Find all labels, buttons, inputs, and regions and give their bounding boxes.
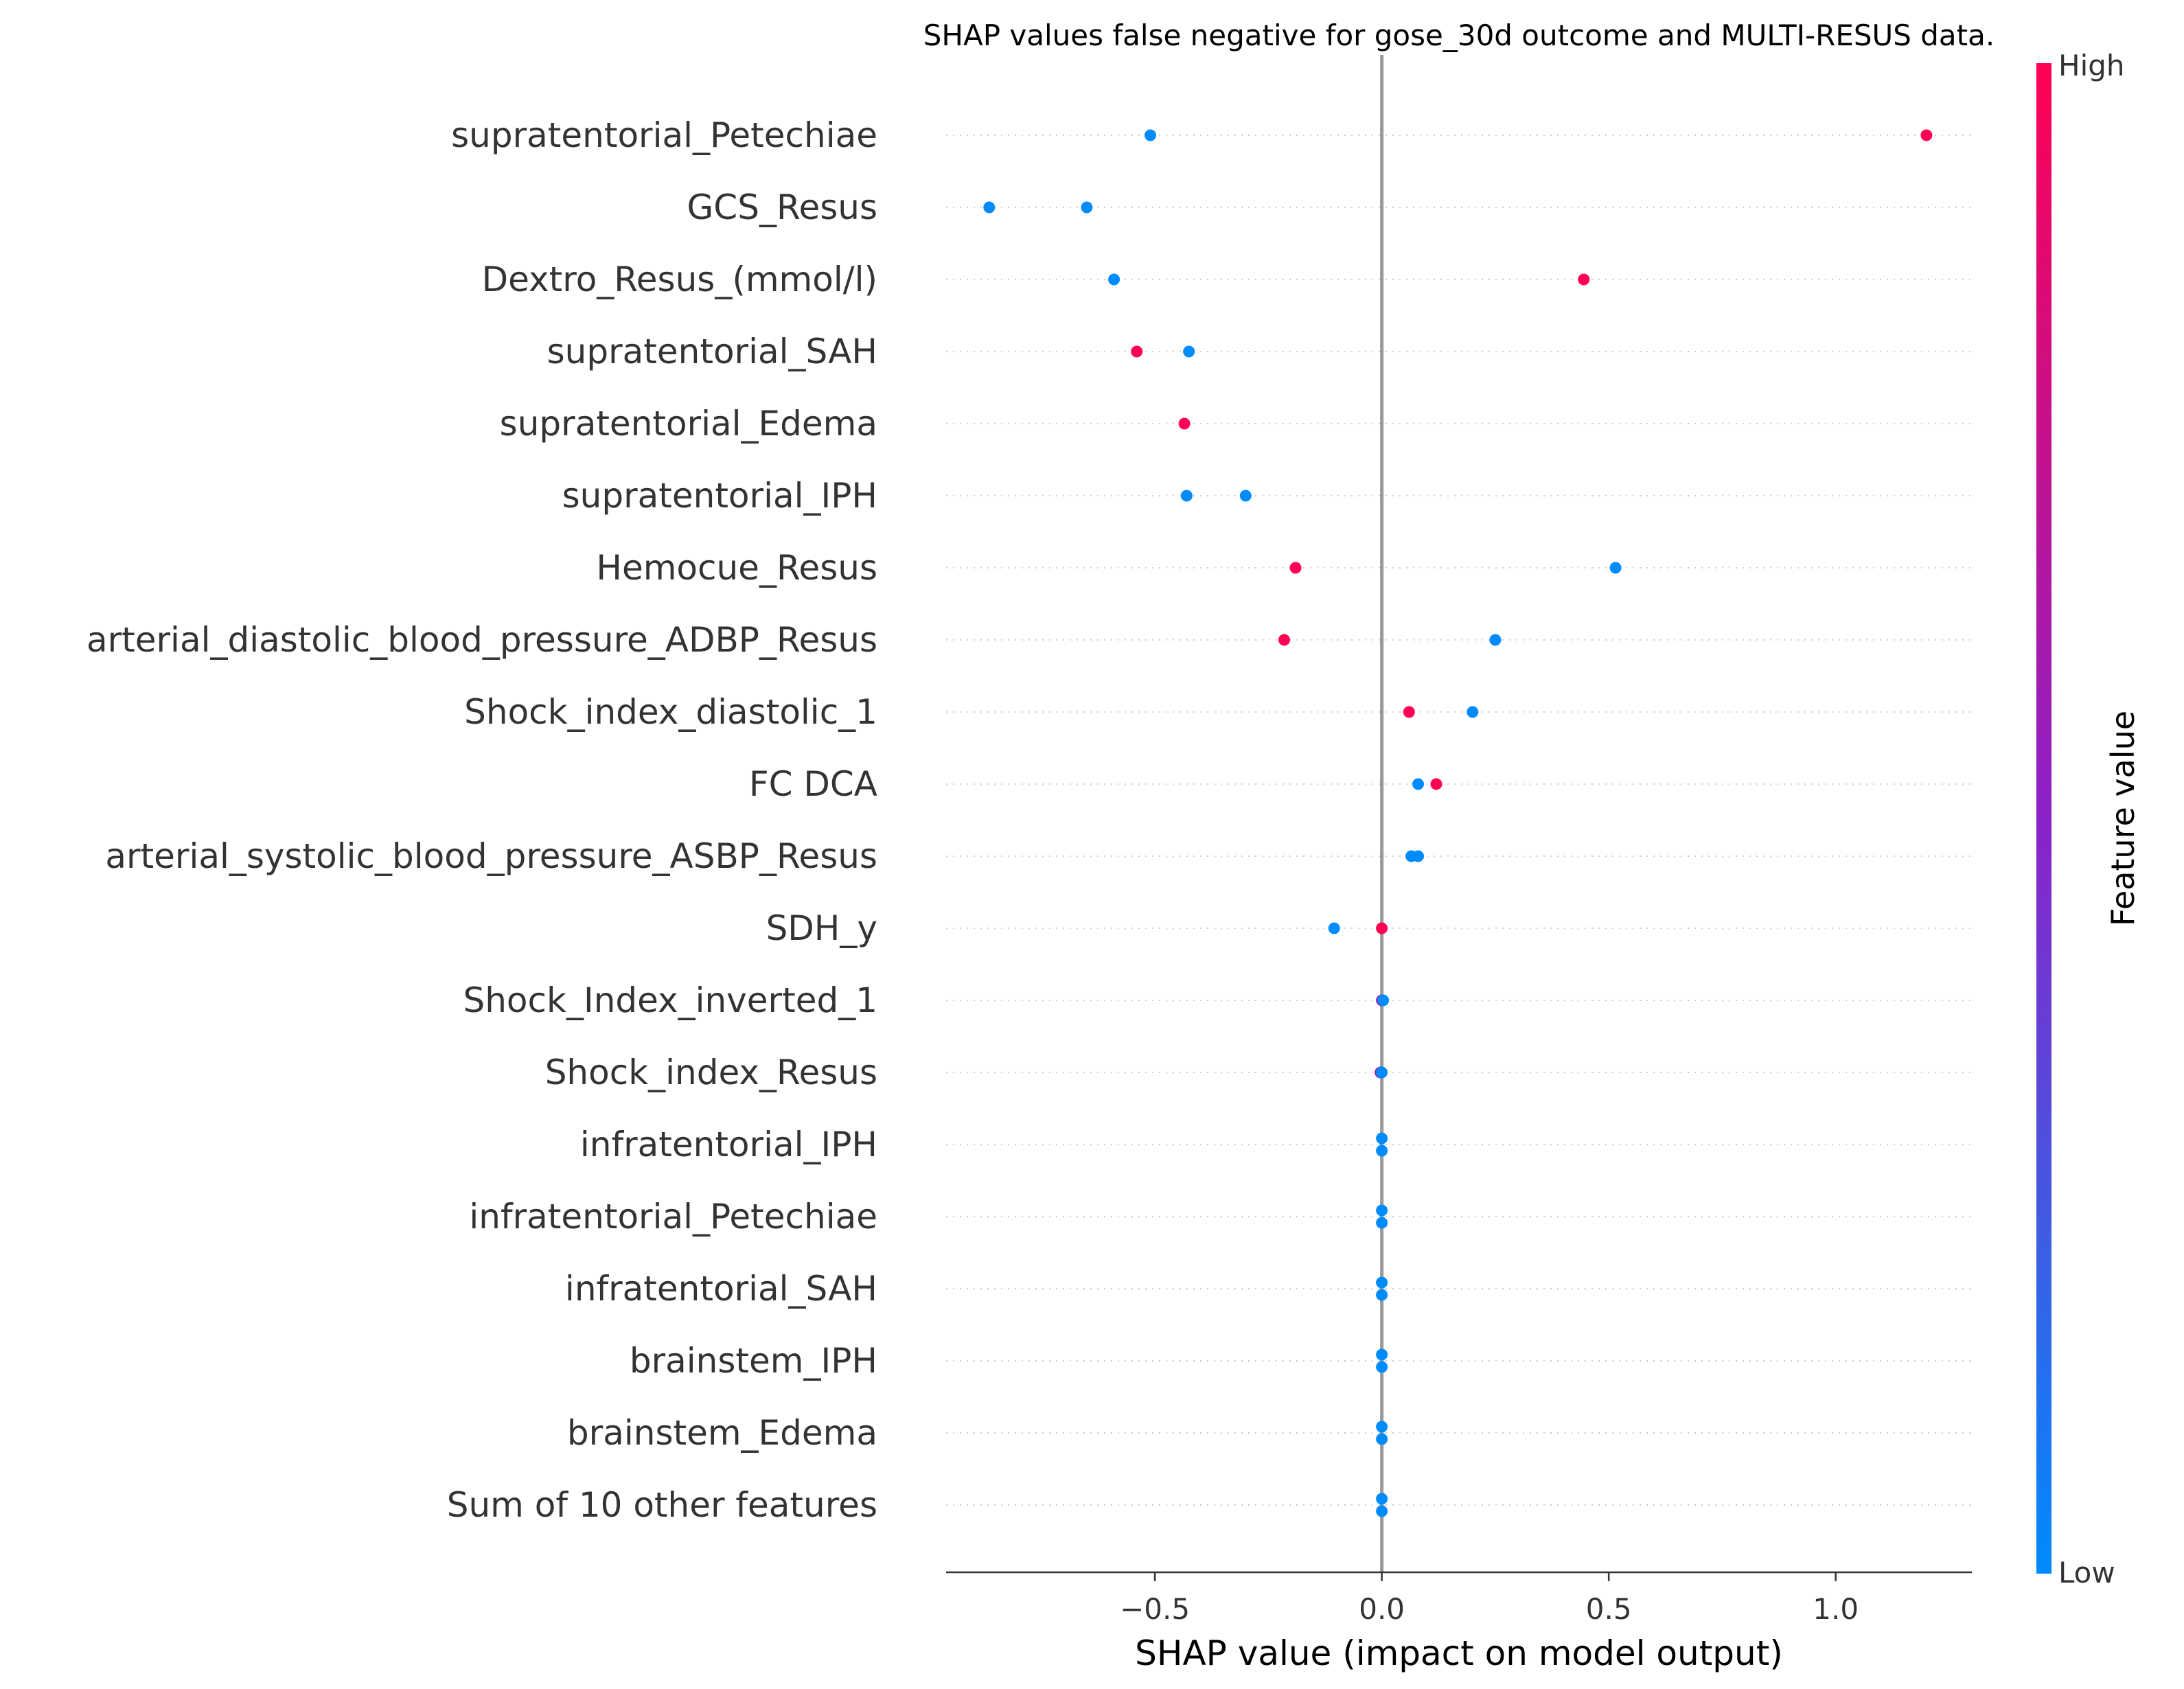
colorbar-title: Feature value [2104,711,2141,926]
shap-point [1578,273,1590,286]
feature-label: infratentorial_IPH [580,1125,877,1164]
feature-label: brainstem_IPH [630,1341,877,1381]
feature-label: arterial_diastolic_blood_pressure_ADBP_R… [87,620,877,660]
feature-label: Dextro_Resus_(mmol/l) [482,260,877,299]
shap-point [1376,1493,1388,1505]
x-axis-label: SHAP value (impact on model output) [1135,1633,1783,1673]
feature-label: supratentorial_Edema [500,404,877,444]
shap-point [1376,922,1388,934]
shap-point [1328,922,1340,934]
shap-point [1376,1421,1388,1433]
shap-point [1430,778,1442,790]
x-tick-label: 0.5 [1586,1592,1632,1626]
shap-point [1289,562,1302,574]
shap-point [1183,345,1195,358]
x-tick-label: 1.0 [1813,1592,1859,1626]
feature-label: supratentorial_Petechiae [451,115,877,155]
shap-point [1108,273,1120,286]
colorbar [2036,63,2051,1574]
shap-point [1467,706,1479,718]
feature-label: supratentorial_IPH [562,476,877,516]
feature-label: Sum of 10 other features [447,1485,877,1525]
feature-label: infratentorial_Petechiae [469,1197,877,1237]
chart-title: SHAP values false negative for gose_30d … [923,19,1995,52]
feature-label: Shock_Index_inverted_1 [463,980,877,1020]
feature-label: Hemocue_Resus [596,548,877,588]
shap-point [1376,1066,1388,1079]
x-tick-label: −0.5 [1120,1592,1190,1626]
shap-point [1239,490,1252,502]
shap-point [1376,1348,1388,1361]
feature-label: infratentorial_SAH [565,1269,877,1309]
shap-point [1403,706,1415,718]
shap-point [1609,562,1622,574]
feature-rows: supratentorial_Petechiae GCS_Resus Dextro_… [87,115,1972,1525]
shap-point [1412,778,1425,790]
shap-point [1376,1145,1388,1157]
feature-label: GCS_Resus [687,187,877,227]
shap-point [1376,1276,1388,1289]
shap-point [1278,634,1290,646]
feature-label: Shock_index_diastolic_1 [464,692,877,732]
feature-label: brainstem_Edema [567,1413,877,1453]
shap-point [1376,1505,1388,1517]
shap-point [1376,1132,1388,1145]
feature-label: Shock_index_Resus [545,1053,877,1092]
shap-point [1144,129,1156,141]
shap-point [983,201,996,214]
shap-point [1376,1289,1388,1301]
colorbar-high-label: High [2058,49,2125,82]
shap-point [1376,1433,1388,1445]
shap-point [1376,1217,1388,1229]
feature-label: supratentorial_SAH [547,332,877,371]
shap-point [1131,345,1143,358]
feature-label: FC DCA [749,764,877,804]
shap-point [1081,201,1093,214]
shap-point [1920,129,1933,141]
feature-label: arterial_systolic_blood_pressure_ASBP_Re… [105,836,877,876]
shap-point [1178,417,1191,430]
shap-point [1376,1361,1388,1373]
shap-point [1377,994,1390,1007]
feature-label: SDH_y [766,908,877,948]
shap-point [1376,1204,1388,1217]
data-points [983,129,1933,1517]
x-axis-ticks: −0.5 0.0 0.5 1.0 [1120,1572,1859,1626]
shap-point [1180,490,1193,502]
shap-point [1489,634,1502,646]
shap-point [1412,850,1425,862]
colorbar-low-label: Low [2058,1556,2115,1589]
x-tick-label: 0.0 [1359,1592,1405,1626]
